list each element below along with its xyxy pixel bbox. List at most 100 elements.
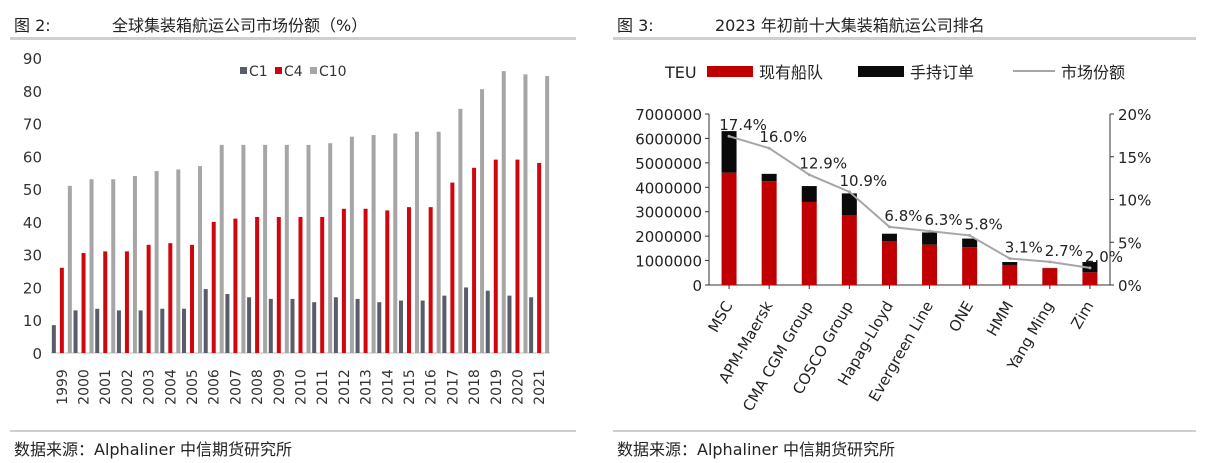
right-source-note: 数据来源：Alphaliner 中信期货研究所 <box>617 440 896 459</box>
x-tick-label-2009: 2009 <box>272 369 288 405</box>
bar-c4-2002 <box>124 251 129 353</box>
bar-c1-2012 <box>333 297 338 353</box>
y-tick-label-7000000: 7000000 <box>635 106 702 124</box>
x-tick-label-2014: 2014 <box>380 369 396 405</box>
bar-c1-2005 <box>182 308 187 353</box>
bar-c4-2010 <box>298 216 303 353</box>
bar-c10-2011 <box>328 143 333 353</box>
x-tick-label-2010: 2010 <box>294 369 310 405</box>
y2-tick-label-20: 20% <box>1118 106 1151 124</box>
y2-tick-label-15: 15% <box>1118 149 1151 167</box>
x-tick-label-2019: 2019 <box>489 369 505 405</box>
x-tick-label-2021: 2021 <box>532 369 548 405</box>
bar-c10-2012 <box>349 136 354 353</box>
bar-orderbook-msc <box>721 131 737 173</box>
bar-fleet-zim <box>1082 272 1098 285</box>
share-data-label-zim: 2.0% <box>1085 248 1123 266</box>
bar-c4-2011 <box>320 216 325 353</box>
share-point-cosco-group <box>847 190 851 194</box>
y2-tick-label-10: 10% <box>1118 192 1151 210</box>
y-tick-label-20: 20 <box>23 279 42 297</box>
bar-fleet-yang-ming <box>1042 268 1058 285</box>
bar-c4-1999 <box>59 267 64 353</box>
bar-c1-1999 <box>51 325 56 353</box>
bar-c4-2015 <box>406 207 411 353</box>
bar-c4-2018 <box>472 167 477 353</box>
bar-fleet-cosco-group <box>841 215 857 285</box>
left-title-rule <box>10 37 576 40</box>
bar-c10-2017 <box>458 108 463 353</box>
x-tick-label-2020: 2020 <box>510 369 526 405</box>
y-tick-label-3000000: 3000000 <box>635 204 702 222</box>
bar-c4-2004 <box>168 243 173 353</box>
bar-c10-2021 <box>545 76 550 354</box>
bar-c10-2010 <box>306 144 311 353</box>
bar-c4-2000 <box>81 253 86 353</box>
bar-c1-2003 <box>138 310 143 353</box>
share-point-msc <box>727 134 731 138</box>
x-tick-label-2013: 2013 <box>359 369 375 405</box>
bar-c10-2015 <box>414 131 419 353</box>
bar-fleet-hapag-lloyd <box>881 241 897 285</box>
bar-c1-2013 <box>355 298 360 353</box>
bar-c1-2020 <box>507 295 512 353</box>
share-point-hmm <box>1008 256 1012 260</box>
bar-c1-2009 <box>268 298 273 353</box>
bar-c10-2013 <box>371 135 376 353</box>
bar-c10-2016 <box>436 131 441 353</box>
x-tick-label-1999: 1999 <box>55 369 71 405</box>
legend-label-orderbook: 手持订单 <box>910 63 974 82</box>
y2-tick-label-5: 5% <box>1118 234 1142 252</box>
y-tick-label-50: 50 <box>23 181 42 199</box>
x-tick-label-2012: 2012 <box>337 369 353 405</box>
bar-orderbook-one <box>962 238 978 248</box>
bar-orderbook-apm-maersk <box>761 173 777 182</box>
bar-c10-2018 <box>480 89 485 353</box>
y2-tick-label-0: 0% <box>1118 277 1142 295</box>
bar-c10-2008 <box>263 144 268 353</box>
y-tick-label-30: 30 <box>23 247 42 265</box>
right-figure-panel: 图 3: 2023 年初前十大集装箱航运公司排名 TEU 现有船队 手持订单 市场份额 0… <box>603 0 1206 463</box>
bar-c4-2014 <box>385 210 390 353</box>
bar-c4-2012 <box>341 208 346 353</box>
bar-c4-2009 <box>276 216 281 353</box>
x-tick-label-2011: 2011 <box>315 369 331 405</box>
y-tick-label-0: 0 <box>32 345 42 363</box>
x-tick-label-2007: 2007 <box>228 369 244 405</box>
share-line <box>728 135 1091 269</box>
x-tick-label-2018: 2018 <box>467 369 483 405</box>
share-data-label-apm-maersk: 16.0% <box>759 128 807 146</box>
y-tick-label-60: 60 <box>23 148 42 166</box>
bar-c1-2019 <box>485 290 490 353</box>
y-tick-label-80: 80 <box>23 83 42 101</box>
bar-c1-2008 <box>247 297 252 353</box>
x-tick-label-2000: 2000 <box>77 369 93 405</box>
bar-c4-2020 <box>515 159 520 353</box>
legend-label-fleet: 现有船队 <box>759 63 823 82</box>
y-unit-label: TEU <box>664 63 697 82</box>
legend-label-share: 市场份额 <box>1061 63 1125 82</box>
bar-c1-2021 <box>529 297 534 353</box>
left-source-rule <box>10 430 576 432</box>
x-tick-label-2004: 2004 <box>163 369 179 405</box>
bar-c10-2003 <box>154 171 159 353</box>
bar-c10-2004 <box>176 169 181 353</box>
bar-c1-2014 <box>377 302 382 353</box>
share-data-label-evergreen-line: 6.3% <box>924 211 962 229</box>
share-point-one <box>968 233 972 237</box>
legend-label-c4: C4 <box>284 64 303 80</box>
bar-fleet-one <box>962 247 978 285</box>
y-tick-label-2000000: 2000000 <box>635 228 702 246</box>
y-tick-label-70: 70 <box>23 116 42 134</box>
bar-c1-2004 <box>160 308 165 353</box>
bar-orderbook-cosco-group <box>841 193 857 216</box>
x-tick-label-one: ONE <box>945 298 977 335</box>
bar-c4-2007 <box>233 218 238 353</box>
share-data-label-one: 5.8% <box>965 215 1003 233</box>
y-tick-label-40: 40 <box>23 214 42 232</box>
left-figure-label: 图 2: <box>14 16 51 35</box>
bar-c10-1999 <box>67 185 72 353</box>
share-point-apm-maersk <box>767 146 771 150</box>
bar-c4-2019 <box>493 159 498 353</box>
bar-c10-2006 <box>219 144 224 353</box>
